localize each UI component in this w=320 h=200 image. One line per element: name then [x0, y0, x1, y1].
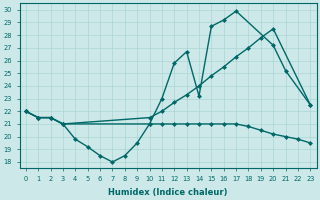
X-axis label: Humidex (Indice chaleur): Humidex (Indice chaleur) [108, 188, 228, 197]
